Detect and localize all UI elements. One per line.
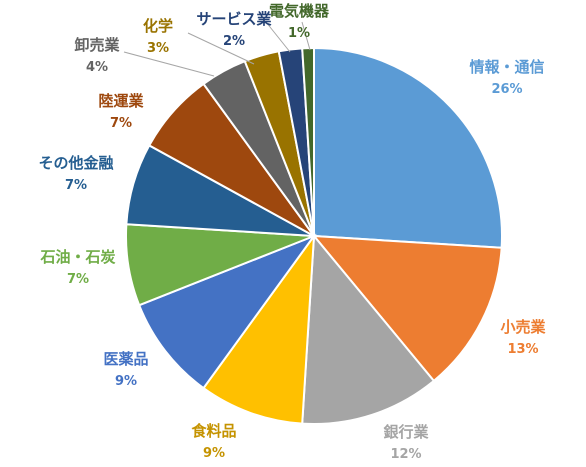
pie-slice-3 [301, 233, 436, 425]
leader-line-9 [123, 51, 215, 77]
pie-slice-2 [311, 234, 503, 383]
slice-percent-10: 3% [147, 41, 169, 56]
pie-slice-5 [137, 233, 317, 390]
slice-percent-4: 9% [203, 446, 225, 461]
slice-label-11: サービス業 [196, 10, 272, 28]
leader-line-11 [265, 21, 291, 53]
slice-labels: 情報・通信 26% 小売業 13% 銀行業 12% 食料品 9% 医薬品 9% 石油・石炭 7% その他… [38, 2, 546, 462]
slice-label-9: 卸売業 [74, 36, 120, 54]
slice-label-8: 陸運業 [98, 92, 144, 110]
slice-percent-12: 1% [288, 26, 310, 41]
slice-percent-9: 4% [86, 60, 108, 75]
slice-percent-1: 26% [491, 82, 522, 97]
leader-line-10 [187, 32, 255, 65]
slice-label-7: その他金融 [38, 154, 113, 172]
slice-label-6: 石油・石炭 [39, 248, 115, 266]
slice-percent-8: 7% [110, 116, 132, 131]
slice-percent-3: 12% [390, 447, 421, 462]
slice-percent-2: 13% [507, 342, 538, 357]
slice-percent-6: 7% [67, 272, 89, 287]
slice-label-2: 小売業 [500, 318, 546, 336]
slice-label-3: 銀行業 [383, 423, 429, 441]
slice-label-10: 化学 [143, 17, 173, 35]
pie-slice-4 [202, 232, 316, 425]
slice-label-4: 食料品 [191, 422, 236, 440]
slice-label-1: 情報・通信 [469, 58, 544, 76]
leader-lines [123, 21, 311, 77]
pie-slice-12 [301, 46, 315, 237]
slice-label-5: 医薬品 [103, 350, 148, 368]
pie-slice-1 [313, 46, 503, 249]
slice-percent-11: 2% [223, 34, 245, 49]
slice-label-12: 電気機器 [269, 2, 330, 20]
slice-percent-5: 9% [115, 374, 137, 389]
pie-slices [125, 46, 503, 425]
slice-percent-7: 7% [65, 178, 87, 193]
leader-line-12 [301, 21, 311, 51]
